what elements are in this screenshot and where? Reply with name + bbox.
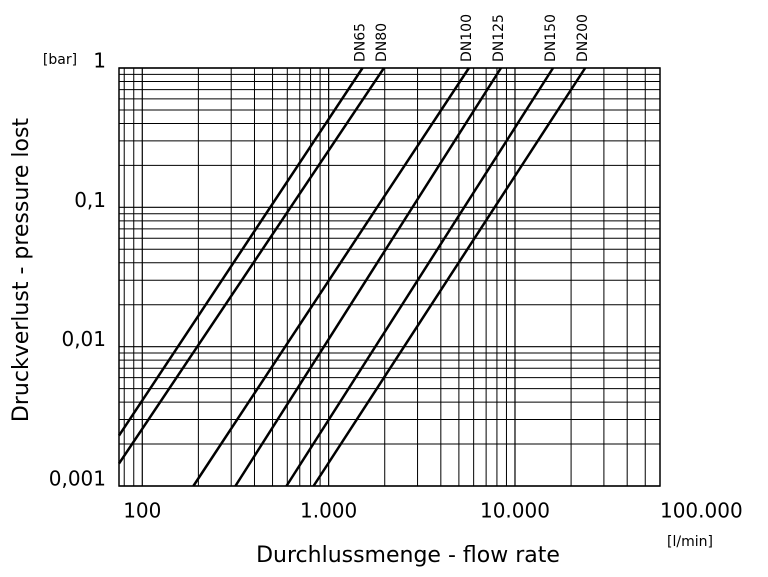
y-axis-label: Druckverlust - pressure lost [9, 118, 34, 422]
y-tick-label: 0,001 [49, 467, 106, 491]
series-label: DN125 [491, 14, 507, 62]
y-tick-label: 1 [93, 49, 106, 73]
series-line [117, 67, 364, 437]
x-tick-label: 100 [123, 499, 161, 523]
x-axis-label: Durchlussmenge - flow rate [256, 543, 560, 568]
series-line [192, 67, 470, 487]
x-tick-label: 1.000 [300, 499, 357, 523]
series-line [312, 67, 587, 487]
series-label: DN200 [575, 14, 591, 62]
x-tick-label: 100.000 [660, 499, 743, 523]
series-label: DN150 [543, 14, 559, 62]
y-tick-label: 0,1 [74, 188, 106, 212]
series-label: DN65 [353, 23, 369, 62]
series-label: DN80 [374, 23, 390, 62]
y-unit: [bar] [43, 52, 77, 68]
series-line [285, 67, 555, 487]
series-line [117, 67, 385, 465]
y-tick-label: 0,01 [61, 327, 106, 351]
plot-frame [118, 67, 661, 487]
x-unit: [l/min] [667, 534, 713, 550]
series-label: DN100 [459, 14, 475, 62]
series-line [234, 67, 503, 487]
x-tick-label: 10.000 [480, 499, 550, 523]
